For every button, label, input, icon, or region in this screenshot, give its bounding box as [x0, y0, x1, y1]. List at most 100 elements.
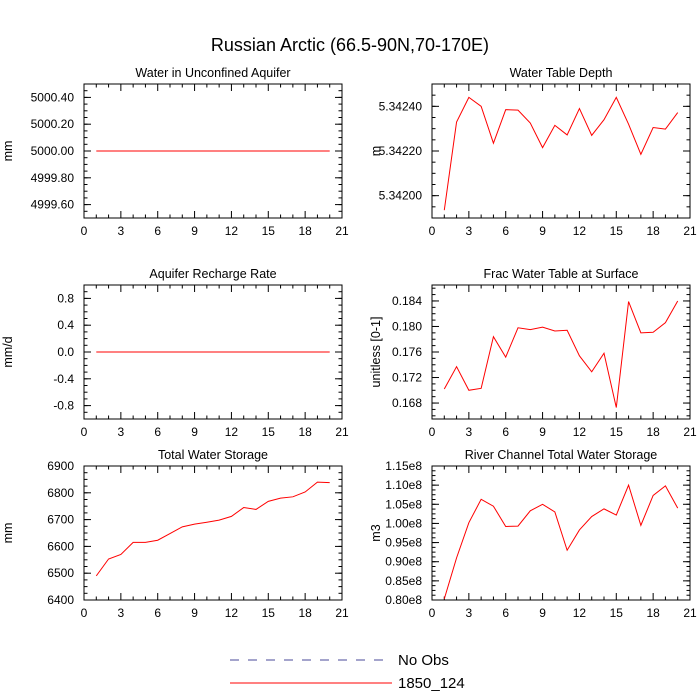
y-axis-label: m3 [369, 524, 383, 541]
legend-label-2: 1850_124 [398, 675, 465, 692]
x-tick-label: 12 [225, 606, 239, 620]
x-tick-label: 21 [335, 606, 349, 620]
x-tick-label: 9 [191, 425, 198, 439]
y-tick-label: 0.172 [392, 371, 422, 385]
x-tick-label: 21 [683, 606, 697, 620]
panel-4: Frac Water Table at Surface 0 3 6 9 12 15 18 21 0… [369, 267, 697, 439]
figure-title: Russian Arctic (66.5-90N,70-170E) [211, 35, 489, 55]
x-tick-label: 9 [539, 425, 546, 439]
panel-title: Water Table Depth [510, 66, 613, 80]
x-tick-label: 0 [81, 606, 88, 620]
y-tick-label: 5000.40 [31, 90, 75, 104]
x-tick-label: 6 [502, 224, 509, 238]
y-tick-label: 5.34240 [379, 99, 423, 113]
y-tick-label: 1.05e8 [385, 497, 422, 511]
series-line [443, 483, 679, 599]
panel-title: Water in Unconfined Aquifer [135, 66, 290, 80]
x-tick-label: 0 [81, 425, 88, 439]
x-tick-label: 12 [573, 425, 587, 439]
series-line [95, 481, 330, 577]
y-tick-label: 0.168 [392, 396, 422, 410]
x-tick-label: 18 [646, 606, 660, 620]
y-tick-label: 1.10e8 [385, 478, 422, 492]
x-tick-label: 0 [429, 425, 436, 439]
panel-2: Water Table Depth 0 3 6 9 12 15 18 21 5.34200 5.34… [369, 66, 697, 238]
y-tick-label: 1.00e8 [385, 516, 422, 530]
y-tick-label: 1.15e8 [385, 459, 422, 473]
y-tick-label: 0.4 [57, 318, 74, 332]
panel-1: Water in Unconfined Aquifer 0 3 6 9 12 15 18 21 4… [1, 66, 349, 238]
x-tick-label: 15 [610, 425, 624, 439]
y-tick-label: 5.34220 [379, 144, 423, 158]
y-tick-label: 0.8 [57, 291, 74, 305]
y-tick-label: 5000.20 [31, 117, 75, 131]
panel-title: Aquifer Recharge Rate [149, 267, 276, 281]
y-tick-label: -0.8 [53, 399, 74, 413]
x-tick-label: 18 [298, 606, 312, 620]
x-tick-label: 3 [466, 425, 473, 439]
x-tick-label: 15 [610, 606, 624, 620]
x-tick-label: 3 [118, 224, 125, 238]
x-tick-label: 6 [502, 425, 509, 439]
y-tick-label: 6900 [47, 459, 74, 473]
y-axis-label: mm [1, 523, 15, 544]
panels: Water in Unconfined Aquifer 0 3 6 9 12 15 18 21 4… [1, 66, 697, 620]
y-tick-label: 0.176 [392, 345, 422, 359]
x-tick-label: 3 [466, 224, 473, 238]
panel-5: Total Water Storage 0 3 6 9 12 15 18 21 6400 6500 6… [1, 448, 349, 620]
panel-3: Aquifer Recharge Rate 0 3 6 9 12 15 18 21 -0.8 -0.… [1, 267, 349, 439]
y-tick-label: 6500 [47, 566, 74, 580]
legend: No Obs 1850_124 [230, 652, 465, 692]
y-tick-label: 5000.00 [31, 144, 75, 158]
x-tick-label: 3 [466, 606, 473, 620]
x-tick-label: 6 [154, 224, 161, 238]
y-tick-label: 0.90e8 [385, 555, 422, 569]
x-tick-label: 9 [191, 224, 198, 238]
y-tick-label: 6600 [47, 539, 74, 553]
x-tick-label: 21 [683, 224, 697, 238]
y-tick-label: 0.180 [392, 319, 422, 333]
y-tick-label: 0.80e8 [385, 593, 422, 607]
panel-title: Frac Water Table at Surface [484, 267, 639, 281]
y-tick-label: 6800 [47, 486, 74, 500]
series-line [443, 300, 679, 408]
series-line [443, 96, 679, 211]
panel-6: River Channel Total Water Storage 0 3 6 9 12 1… [369, 448, 697, 620]
x-tick-label: 9 [191, 606, 198, 620]
x-tick-label: 21 [683, 425, 697, 439]
x-tick-label: 9 [539, 606, 546, 620]
y-tick-label: 4999.80 [31, 171, 75, 185]
y-tick-label: 6400 [47, 593, 74, 607]
y-tick-label: -0.4 [53, 372, 74, 386]
y-tick-label: 4999.60 [31, 198, 75, 212]
x-tick-label: 21 [335, 425, 349, 439]
y-tick-label: 0.0 [57, 345, 74, 359]
x-tick-label: 6 [154, 606, 161, 620]
y-axis-label: m [369, 146, 383, 156]
x-tick-label: 0 [81, 224, 88, 238]
y-tick-label: 0.95e8 [385, 536, 422, 550]
x-tick-label: 12 [573, 224, 587, 238]
y-axis-label: unitless [0-1] [369, 317, 383, 388]
x-tick-label: 0 [429, 606, 436, 620]
panel-title: Total Water Storage [158, 448, 268, 462]
x-tick-label: 12 [225, 425, 239, 439]
x-tick-label: 18 [298, 224, 312, 238]
y-tick-label: 0.184 [392, 294, 422, 308]
y-axis-label: mm [1, 141, 15, 162]
y-tick-label: 5.34200 [379, 189, 423, 203]
x-tick-label: 9 [539, 224, 546, 238]
x-tick-label: 15 [262, 425, 276, 439]
x-tick-label: 15 [610, 224, 624, 238]
x-tick-label: 18 [646, 224, 660, 238]
x-tick-label: 12 [573, 606, 587, 620]
x-tick-label: 3 [118, 606, 125, 620]
y-tick-label: 6700 [47, 513, 74, 527]
legend-label-1: No Obs [398, 652, 449, 669]
x-tick-label: 21 [335, 224, 349, 238]
x-tick-label: 18 [298, 425, 312, 439]
x-tick-label: 6 [502, 606, 509, 620]
x-tick-label: 15 [262, 224, 276, 238]
